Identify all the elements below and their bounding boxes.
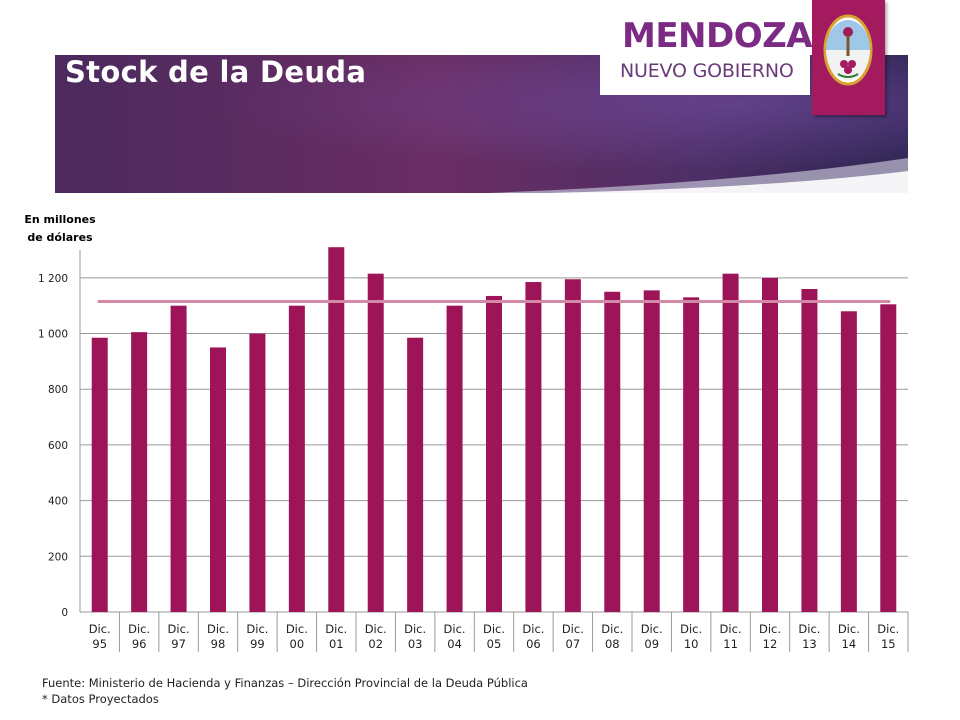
x-tick-label: Dic. [444, 622, 466, 636]
x-tick-label: 95 [92, 637, 107, 651]
bar [91, 337, 108, 612]
bar [801, 288, 818, 612]
bar [328, 247, 345, 612]
x-tick-label: 12 [763, 637, 778, 651]
x-tick-label: 10 [684, 637, 699, 651]
x-tick-label: 14 [842, 637, 857, 651]
x-tick-label: 05 [487, 637, 502, 651]
bar [446, 305, 463, 612]
logo-title: MENDOZA [622, 16, 813, 56]
banner-swoosh [488, 158, 908, 193]
x-tick-label: Dic. [838, 622, 860, 636]
x-tick-label: Dic. [89, 622, 111, 636]
x-tick-label: 08 [605, 637, 620, 651]
projected-data-note: * Datos Proyectados [42, 692, 159, 706]
y-tick-label: 800 [48, 384, 68, 396]
y-tick-label: 200 [48, 551, 68, 563]
x-tick-label: Dic. [128, 622, 150, 636]
x-tick-label: 11 [723, 637, 738, 651]
bar [131, 332, 148, 612]
bar [288, 305, 305, 612]
x-tick-label: Dic. [641, 622, 663, 636]
x-tick-label: Dic. [601, 622, 623, 636]
bar [486, 295, 502, 612]
bar [407, 337, 424, 612]
bar [840, 311, 857, 612]
x-tick-label: 07 [566, 637, 581, 651]
x-tick-label: Dic. [325, 622, 347, 636]
bar [170, 305, 187, 612]
x-tick-label: Dic. [404, 622, 426, 636]
y-tick-label: 1 200 [38, 273, 68, 285]
x-tick-label: Dic. [522, 622, 544, 636]
x-tick-label: 03 [408, 637, 423, 651]
y-tick-label: 1 000 [38, 329, 68, 341]
bar [564, 279, 581, 612]
y-tick-label: 600 [48, 440, 68, 452]
crest-panel [812, 0, 885, 115]
bar [210, 347, 226, 612]
y-tick-label: 400 [48, 496, 68, 508]
x-tick-label: Dic. [562, 622, 584, 636]
x-tick-label: 15 [881, 637, 896, 651]
x-tick-label: 98 [211, 637, 226, 651]
x-tick-label: 13 [802, 637, 817, 651]
x-tick-label: Dic. [286, 622, 308, 636]
x-tick-label: 09 [644, 637, 659, 651]
x-tick-label: Dic. [246, 622, 268, 636]
provincial-crest-icon [823, 14, 873, 86]
x-tick-label: 02 [368, 637, 383, 651]
x-tick-label: 96 [132, 637, 147, 651]
page-title: Stock de la Deuda [65, 55, 367, 89]
x-tick-label: Dic. [759, 622, 781, 636]
bar [643, 290, 660, 612]
x-tick-label: Dic. [365, 622, 387, 636]
bar [604, 291, 621, 612]
x-tick-label: Dic. [207, 622, 229, 636]
bar [880, 304, 897, 612]
bar [722, 273, 739, 612]
x-tick-label: Dic. [877, 622, 899, 636]
source-note: Fuente: Ministerio de Hacienda y Finanza… [42, 676, 528, 690]
x-tick-label: Dic. [168, 622, 190, 636]
x-tick-label: Dic. [483, 622, 505, 636]
logo-subtitle: NUEVO GOBIERNO [620, 60, 794, 82]
x-tick-label: Dic. [680, 622, 702, 636]
y-tick-label: 0 [61, 607, 68, 619]
bar [367, 273, 384, 612]
x-tick-label: 01 [329, 637, 344, 651]
x-tick-label: Dic. [720, 622, 742, 636]
x-tick-label: Dic. [798, 622, 820, 636]
bar [525, 282, 542, 612]
x-tick-label: 00 [290, 637, 305, 651]
x-tick-label: 97 [171, 637, 186, 651]
bar [249, 333, 266, 612]
x-tick-label: 99 [250, 637, 265, 651]
y-axis-unit-label: En millones de dólares [24, 213, 96, 244]
bar [683, 297, 700, 612]
logo-background [600, 0, 810, 95]
x-tick-label: 04 [447, 637, 462, 651]
x-tick-label: 06 [526, 637, 541, 651]
bar [762, 277, 778, 612]
